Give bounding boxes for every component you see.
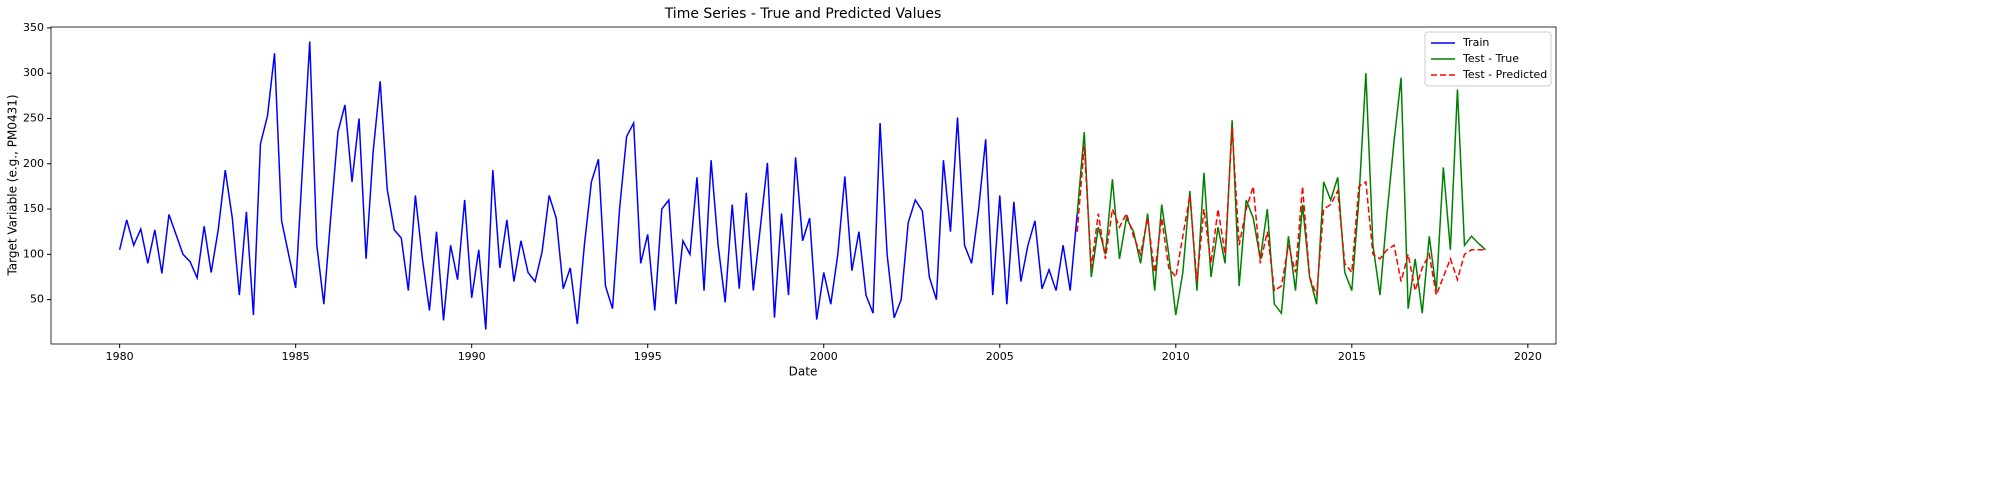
x-tick-label: 2010 — [1162, 350, 1190, 363]
y-tick-label: 350 — [23, 21, 44, 34]
legend-label: Test - True — [1462, 52, 1519, 65]
y-tick-label: 50 — [30, 293, 44, 306]
y-axis-label: Target Variable (e.g., PM0431) — [6, 94, 20, 276]
x-tick-label: 1995 — [634, 350, 662, 363]
x-tick-label: 2000 — [810, 350, 838, 363]
x-tick-label: 1985 — [282, 350, 310, 363]
legend-label: Test - Predicted — [1462, 68, 1547, 81]
x-tick-label: 2005 — [986, 350, 1014, 363]
chart-title: Time Series - True and Predicted Values — [664, 6, 942, 22]
series-line — [118, 41, 1078, 330]
x-tick-label: 2015 — [1338, 350, 1366, 363]
x-tick-label: 1990 — [458, 350, 486, 363]
y-tick-label: 300 — [23, 66, 44, 79]
x-tick-label: 2020 — [1514, 350, 1542, 363]
y-tick-label: 250 — [23, 111, 44, 124]
series-line — [1076, 127, 1486, 298]
y-tick-label: 150 — [23, 202, 44, 215]
x-axis-label: Date — [789, 365, 818, 379]
x-tick-label: 1980 — [106, 350, 134, 363]
plot-frame — [50, 26, 1557, 345]
y-tick-label: 200 — [23, 157, 44, 170]
y-tick-label: 100 — [23, 247, 44, 260]
legend-box — [1424, 31, 1552, 87]
legend-label: Train — [1462, 36, 1489, 49]
